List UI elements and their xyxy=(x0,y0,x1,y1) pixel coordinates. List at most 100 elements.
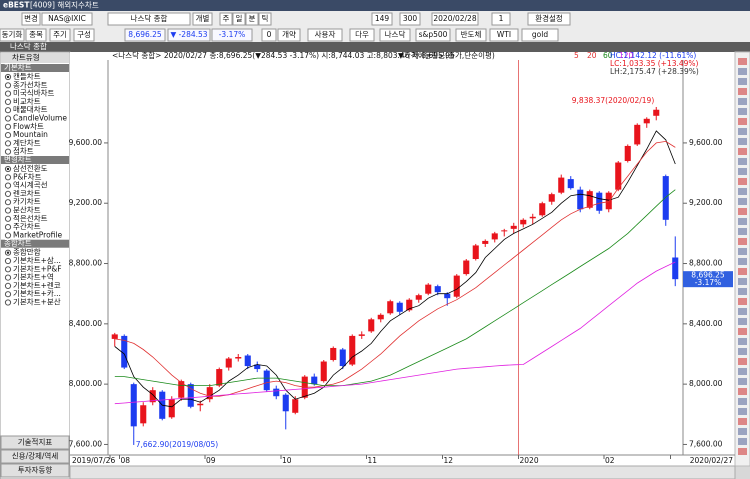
radio[interactable] xyxy=(4,282,12,289)
toolbar-button[interactable] xyxy=(167,28,211,42)
tool-icon[interactable] xyxy=(738,98,747,105)
tool-icon[interactable] xyxy=(738,228,747,235)
chart-type-option[interactable]: 기본차트+분산 xyxy=(13,297,61,307)
toolbar-button[interactable] xyxy=(527,12,571,26)
tool-icon[interactable] xyxy=(738,258,747,265)
tool-icon[interactable] xyxy=(738,268,747,275)
tool-icon[interactable] xyxy=(738,238,747,245)
tool-icon[interactable] xyxy=(738,248,747,255)
tool-icon[interactable] xyxy=(738,208,747,215)
tool-icon[interactable] xyxy=(738,288,747,295)
tool-icon[interactable] xyxy=(738,188,747,195)
panel-tab-label[interactable]: 투자자동향 xyxy=(18,466,53,475)
tool-icon[interactable] xyxy=(738,428,747,435)
toolbar-button[interactable] xyxy=(41,12,93,26)
toolbar-button[interactable] xyxy=(491,12,511,26)
tool-icon[interactable] xyxy=(738,308,747,315)
tool-icon[interactable] xyxy=(738,138,747,145)
panel-tab-label[interactable]: 기술적지표 xyxy=(18,437,53,447)
tool-icon[interactable] xyxy=(738,218,747,225)
panel-tab[interactable] xyxy=(0,435,70,450)
chart-type-option[interactable]: 기본차트+P&F xyxy=(13,264,62,273)
tool-icon[interactable] xyxy=(738,68,747,75)
radio[interactable] xyxy=(4,266,12,273)
tool-icon[interactable] xyxy=(738,178,747,185)
toolbar-button[interactable] xyxy=(379,28,411,42)
tool-icon[interactable] xyxy=(738,78,747,85)
toolbar-button[interactable] xyxy=(349,28,375,42)
radio[interactable] xyxy=(4,274,12,281)
radio[interactable] xyxy=(4,199,12,206)
toolbar-button[interactable] xyxy=(489,28,519,42)
chart-type-option[interactable]: 렌코차트 xyxy=(13,188,41,198)
toolbar-button[interactable] xyxy=(21,12,41,26)
tool-icon[interactable] xyxy=(738,148,747,155)
tool-icon[interactable] xyxy=(738,388,747,395)
radio[interactable] xyxy=(4,207,12,214)
toolbar-button[interactable] xyxy=(277,28,301,42)
chart-type-option[interactable]: 기본차트+렌코 xyxy=(13,280,61,290)
radio[interactable] xyxy=(4,182,12,189)
radio[interactable] xyxy=(4,132,12,139)
chart-type-option[interactable]: 종합만합 xyxy=(13,248,41,257)
tool-icon[interactable] xyxy=(738,418,747,425)
chart-type-option[interactable]: 적은선차트 xyxy=(13,213,48,223)
chart-type-option[interactable]: Mountain xyxy=(13,130,48,139)
tool-icon[interactable] xyxy=(738,198,747,205)
toolbar-button[interactable] xyxy=(219,12,233,26)
toolbar-button[interactable] xyxy=(25,28,47,42)
radio[interactable] xyxy=(4,98,12,106)
radio[interactable] xyxy=(4,90,12,97)
radio[interactable] xyxy=(4,107,12,114)
chart-type-option[interactable]: 역시계곡선 xyxy=(13,180,48,190)
radio[interactable] xyxy=(4,148,12,155)
toolbar-button[interactable] xyxy=(307,28,343,42)
tool-icon[interactable] xyxy=(738,378,747,385)
panel-tab[interactable] xyxy=(0,449,70,464)
tool-icon[interactable] xyxy=(738,328,747,335)
tool-icon[interactable] xyxy=(738,118,747,125)
chart-type-option[interactable]: 카기차트 xyxy=(13,197,41,206)
radio[interactable] xyxy=(4,224,12,231)
scrollbar[interactable] xyxy=(69,465,736,479)
tool-icon[interactable] xyxy=(738,168,747,175)
chart-type-option[interactable]: 계단차트 xyxy=(13,137,41,147)
chart-type-option[interactable]: 점차트 xyxy=(13,146,34,156)
toolbar-button[interactable] xyxy=(521,28,559,42)
toolbar-button[interactable] xyxy=(73,28,95,42)
tool-icon[interactable] xyxy=(738,278,747,285)
toolbar-button[interactable] xyxy=(258,12,272,26)
radio[interactable] xyxy=(4,140,12,147)
chart-type-option[interactable]: 기본차트+삼... xyxy=(13,255,61,265)
radio[interactable] xyxy=(4,190,12,197)
tool-icon[interactable] xyxy=(738,108,747,115)
toolbar-button[interactable] xyxy=(371,12,393,26)
chart-type-option[interactable]: 기본차트+카... xyxy=(13,289,61,298)
toolbar-button[interactable] xyxy=(192,12,213,26)
tool-icon[interactable] xyxy=(738,368,747,375)
tool-icon[interactable] xyxy=(738,58,747,65)
chart-type-option[interactable]: 미국식바차트 xyxy=(13,88,54,98)
tool-icon[interactable] xyxy=(738,298,747,305)
toolbar-button[interactable] xyxy=(0,28,25,42)
chart-type-option[interactable]: CandleVolume xyxy=(13,114,67,123)
tool-icon[interactable] xyxy=(738,358,747,365)
chart-type-option[interactable]: P&F차트 xyxy=(13,172,42,181)
toolbar-button[interactable] xyxy=(211,28,253,42)
chart-type-option[interactable]: 종가선차트 xyxy=(13,80,48,89)
radio[interactable] xyxy=(4,232,12,239)
chart-type-option[interactable]: Flow차트 xyxy=(13,122,44,131)
radio[interactable] xyxy=(4,299,12,306)
tool-icon[interactable] xyxy=(738,338,747,345)
toolbar-button[interactable] xyxy=(124,28,166,42)
radio[interactable] xyxy=(4,123,12,130)
tool-icon[interactable] xyxy=(738,88,747,95)
tool-icon[interactable] xyxy=(738,438,747,445)
tool-icon[interactable] xyxy=(738,408,747,415)
tool-icon[interactable] xyxy=(738,158,747,165)
toolbar-button[interactable] xyxy=(245,12,259,26)
tool-icon[interactable] xyxy=(738,318,747,325)
tool-icon[interactable] xyxy=(738,128,747,135)
toolbar-button[interactable] xyxy=(232,12,246,26)
toolbar-button[interactable] xyxy=(399,12,421,26)
